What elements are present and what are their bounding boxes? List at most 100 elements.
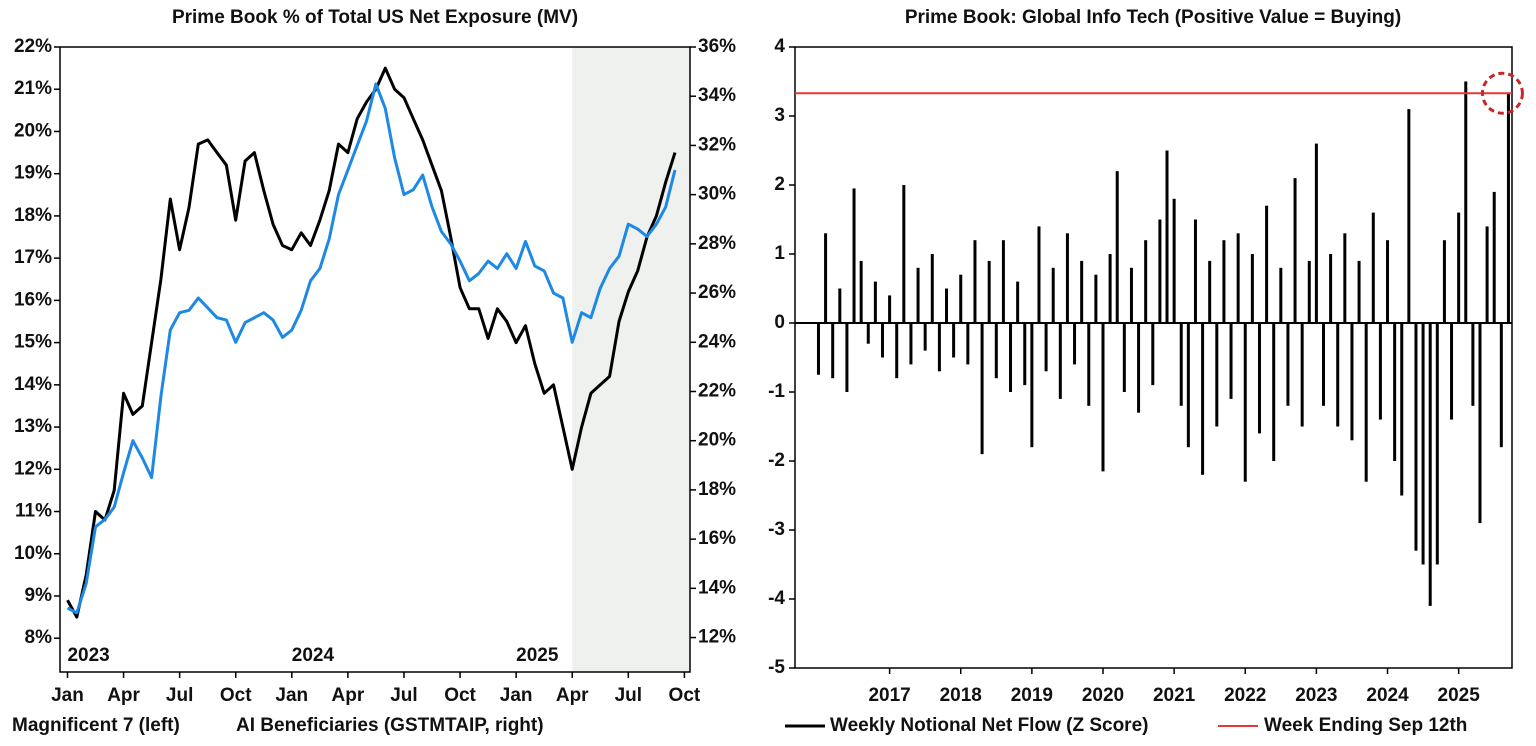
bar (1428, 323, 1432, 606)
x-tick-label: 2018 (940, 685, 982, 706)
year-label: 2024 (292, 645, 335, 666)
chart-title: Prime Book: Global Info Tech (Positive V… (905, 7, 1401, 28)
bar (1108, 254, 1112, 323)
bar (866, 323, 870, 344)
chart-title: Prime Book % of Total US Net Exposure (M… (172, 7, 578, 28)
y2-tick-label: 20% (698, 430, 736, 451)
bar (1400, 323, 1404, 496)
x-tick-label: 2022 (1224, 685, 1266, 706)
bar (845, 323, 849, 392)
bar (1172, 198, 1176, 323)
y2-tick-label: 28% (698, 233, 736, 254)
y2-tick-label: 30% (698, 184, 736, 205)
year-label: 2023 (67, 645, 109, 666)
y-tick-label: -1 (768, 381, 785, 402)
x-tick-label: Oct (444, 685, 476, 706)
y-tick-label: 14% (14, 374, 52, 395)
bar (1257, 323, 1261, 434)
bar (973, 240, 977, 323)
bar (916, 267, 920, 323)
y2-tick-label: 26% (698, 282, 736, 303)
bar (1421, 323, 1425, 565)
bar (1464, 81, 1468, 323)
bar (824, 233, 828, 323)
bar (930, 254, 934, 323)
bar (1471, 323, 1475, 406)
bar (1016, 281, 1020, 323)
bar (1051, 267, 1055, 323)
bar (1129, 267, 1133, 323)
bar (1236, 233, 1240, 323)
bar (909, 323, 913, 365)
bar (1065, 233, 1069, 323)
bar (1485, 226, 1489, 323)
bar (888, 295, 892, 323)
bar (1037, 226, 1041, 323)
bar (873, 281, 877, 323)
bar (1450, 323, 1454, 420)
bar (880, 323, 884, 358)
bar (1179, 323, 1183, 406)
bar (1336, 323, 1340, 427)
bar (1151, 323, 1155, 386)
bar (1442, 240, 1446, 323)
y2-tick-label: 22% (698, 381, 736, 402)
y-tick-label: 13% (14, 416, 52, 437)
y2-tick-label: 32% (698, 134, 736, 155)
y-tick-label: 15% (14, 332, 52, 353)
bar (1080, 260, 1084, 323)
bar (1058, 323, 1062, 399)
y2-tick-label: 18% (698, 479, 736, 500)
bar (1492, 191, 1496, 323)
y2-tick-label: 24% (698, 331, 736, 352)
bar (1137, 323, 1141, 413)
bar (1265, 205, 1269, 323)
bar (1144, 240, 1148, 323)
y-tick-label: 21% (14, 78, 52, 99)
bar (1393, 323, 1397, 461)
bar (1329, 254, 1333, 323)
bar (1506, 93, 1510, 323)
x-tick-label: Jul (166, 685, 193, 706)
y2-tick-label: 16% (698, 528, 736, 549)
bar (923, 323, 927, 351)
bar (1094, 274, 1098, 323)
bar (1322, 323, 1326, 406)
bar (1457, 212, 1461, 323)
plot-frame (794, 46, 1513, 669)
bar (1122, 323, 1126, 392)
y-tick-label: 0 (774, 312, 785, 333)
bar (1386, 240, 1390, 323)
bar (1407, 109, 1411, 323)
legend-label: AI Beneficiaries (GSTMTAIP, right) (236, 715, 544, 736)
bar (1279, 267, 1283, 323)
bar (980, 323, 984, 455)
bar (1272, 323, 1276, 461)
x-tick-label: 2025 (1438, 685, 1481, 706)
y-tick-label: 22% (14, 36, 52, 57)
bar (1001, 240, 1005, 323)
y2-tick-label: 36% (698, 36, 736, 57)
y-tick-label: -5 (768, 657, 785, 678)
x-tick-label: 2021 (1153, 685, 1196, 706)
x-tick-label: Apr (556, 685, 589, 706)
y-tick-label: 12% (14, 458, 52, 479)
bar (966, 323, 970, 365)
bar (1364, 323, 1368, 482)
bar (1115, 171, 1119, 323)
y-tick-label: 16% (14, 289, 52, 310)
x-tick-label: 2023 (1295, 685, 1337, 706)
bar (831, 323, 835, 379)
highlight-circle (1480, 71, 1524, 115)
bar (1378, 323, 1382, 420)
y-tick-label: 19% (14, 163, 52, 184)
y2-tick-label: 34% (698, 85, 736, 106)
bar (1023, 323, 1027, 386)
bar (838, 288, 842, 323)
bar (1165, 150, 1169, 323)
bar (816, 323, 820, 375)
x-tick-label: Oct (220, 685, 252, 706)
bar (1201, 323, 1205, 475)
bar (1186, 323, 1190, 448)
